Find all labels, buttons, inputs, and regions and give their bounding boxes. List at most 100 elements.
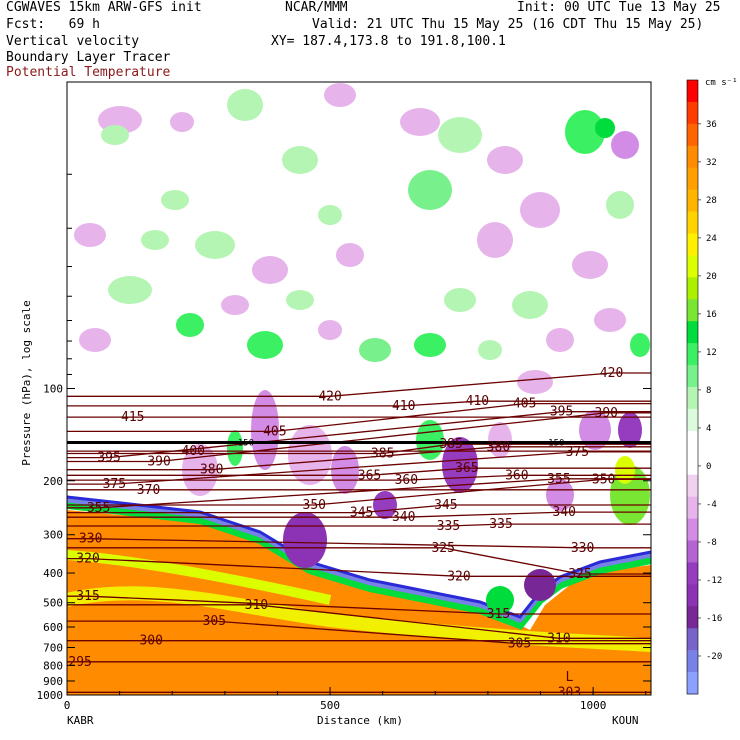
y-tick-label: 900 <box>43 675 63 688</box>
theta-contour-label: 303 <box>558 685 581 700</box>
tropopause-label: 150 <box>548 438 564 448</box>
theta-contour-label: 335 <box>489 517 512 532</box>
x-tick-label: 500 <box>320 699 340 712</box>
y-axis-title: Pressure (hPa), log scale <box>20 300 33 466</box>
colorbar-tick-label: 20 <box>706 272 717 282</box>
theta-contour-label: 295 <box>68 655 91 670</box>
colorbar-segment <box>687 365 698 388</box>
theta-contour-line <box>67 538 651 549</box>
theta-contour-label: 310 <box>547 631 570 646</box>
colorbar-segment <box>687 233 698 256</box>
theta-contour-line <box>67 547 651 575</box>
colorbar-tick-label: 4 <box>706 424 711 434</box>
colorbar-tick-label: -8 <box>706 538 717 548</box>
model-title: CGWAVES 15km ARW-GFS init <box>6 0 202 15</box>
colorbar-segment <box>687 299 698 322</box>
x-axis-title: Distance (km) <box>317 714 403 727</box>
valid-time: Valid: 21 UTC Thu 15 May 25 (16 CDT Thu … <box>312 17 704 32</box>
colorbar-segment <box>687 628 698 651</box>
theta-contour-label: 395 <box>550 405 573 420</box>
theta-contour-line <box>67 402 651 433</box>
theta-contour-label: 335 <box>437 519 460 534</box>
theta-contour-label: 350 <box>303 498 326 513</box>
potential-temperature-contours <box>67 372 651 693</box>
colorbar-tick-label: -20 <box>706 652 722 662</box>
theta-contour-label: 380 <box>487 440 510 455</box>
colorbar-unit: cm s⁻¹ <box>705 78 738 88</box>
colorbar-segment <box>687 518 698 541</box>
theta-contour-label: 385 <box>439 437 462 452</box>
theta-contour-label: 325 <box>431 541 454 556</box>
theta-contour-label: 340 <box>392 510 415 525</box>
theta-contour-label: 405 <box>513 397 536 412</box>
colorbar-tick-label: 24 <box>706 234 717 244</box>
theta-contour-label: 410 <box>466 394 489 409</box>
colorbar-tick-label: 28 <box>706 196 717 206</box>
vertical-velocity-field <box>67 83 651 695</box>
tropopause-label: 150 <box>238 438 254 448</box>
theta-contour-label: 375 <box>103 477 126 492</box>
theta-contour-label: 320 <box>76 552 99 567</box>
colorbar-segment <box>687 540 698 563</box>
theta-contour-line <box>67 557 651 577</box>
theta-contour-label: 325 <box>568 567 591 582</box>
theta-contour-label: 355 <box>547 472 570 487</box>
theta-contour-line <box>67 411 651 459</box>
theta-contour-label: 365 <box>455 461 478 476</box>
colorbar-tick-label: -12 <box>706 576 722 586</box>
theta-contour-label: 395 <box>97 451 120 466</box>
theta-contour-label: 365 <box>358 468 381 483</box>
theta-contour-line <box>67 451 651 485</box>
x-tick-label: 1000 <box>580 699 607 712</box>
theta-contour-label: 345 <box>350 506 373 521</box>
theta-contour-line <box>67 400 651 407</box>
theta-contour-label: 340 <box>552 505 575 520</box>
theta-contour-label: 410 <box>392 399 415 414</box>
theta-contour-label: 310 <box>245 598 268 613</box>
y-tick-label: 200 <box>43 475 63 488</box>
colorbar-tick-label: -16 <box>706 614 722 624</box>
theta-contour-label: 370 <box>137 483 160 498</box>
theta-contour-line <box>67 478 651 506</box>
y-tick-label: 500 <box>43 597 63 610</box>
colorbar-tick-label: -4 <box>706 500 717 510</box>
theta-contour-label: 330 <box>79 532 102 547</box>
theta-contour-line <box>67 595 651 615</box>
theta-contour-label: 345 <box>434 498 457 513</box>
theta-contour-line <box>67 504 651 514</box>
theta-contour-line <box>67 474 651 481</box>
colorbar-segment <box>687 101 698 125</box>
colorbar-tick-label: 8 <box>706 386 711 396</box>
colorbar-segment <box>687 408 698 432</box>
init-time: Init: 00 UTC Tue 13 May 25 <box>517 0 721 15</box>
colorbar-tick-label: 36 <box>706 120 717 130</box>
theta-contour-line <box>67 620 651 645</box>
theta-contour-label: 380 <box>200 463 223 478</box>
theta-contour-label: 390 <box>147 454 170 469</box>
theta-contour-label: 355 <box>87 501 110 516</box>
theta-contour-label: 415 <box>121 410 144 425</box>
y-tick-label: 100 <box>43 383 63 396</box>
colorbar-segment <box>687 496 698 520</box>
y-tick-label: 300 <box>43 529 63 542</box>
colorbar-tick-label: 0 <box>706 462 711 472</box>
theta-contour-label: 385 <box>371 447 394 462</box>
theta-contour-label: 320 <box>447 569 470 584</box>
forecast-hour: Fcst: 69 h <box>6 17 100 32</box>
cross-section-endpoints: XY= 187.4,173.8 to 191.8,100.1 <box>271 34 506 49</box>
colorbar-segment <box>687 145 698 169</box>
theta-contour-label: 375 <box>566 445 589 460</box>
theta-contour-label: 305 <box>203 614 226 629</box>
y-tick-label: 1000 <box>37 689 64 702</box>
colorbar-segment <box>687 606 698 629</box>
theta-contour-label: 330 <box>571 541 594 556</box>
colorbar-segment <box>687 452 698 476</box>
colorbar-segment <box>687 189 698 213</box>
y-tick-label: 600 <box>43 621 63 634</box>
theta-contour-line <box>67 511 651 518</box>
start-station-label: KABR <box>67 714 94 727</box>
